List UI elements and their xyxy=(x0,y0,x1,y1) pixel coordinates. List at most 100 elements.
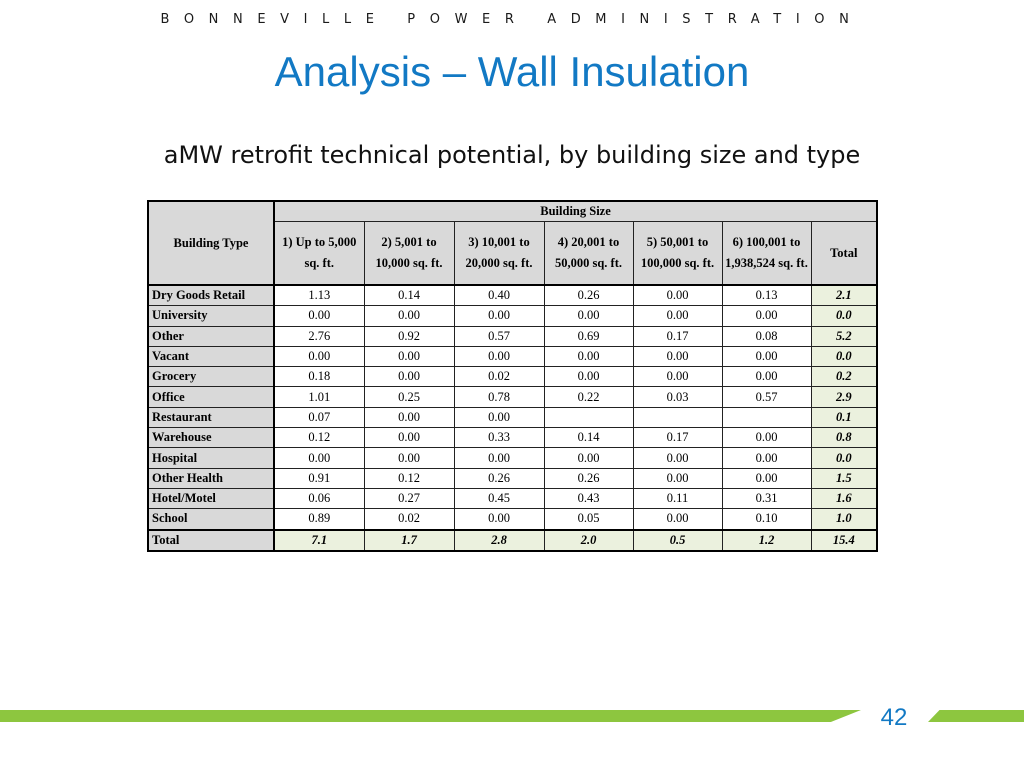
building-type-cell: Hospital xyxy=(147,447,275,469)
value-cell: 0.14 xyxy=(543,427,634,449)
value-cell: 0.00 xyxy=(721,467,812,489)
value-cell: 0.57 xyxy=(453,325,545,347)
row-total-cell: 15.4 xyxy=(810,528,878,552)
table-row: Other 2.76 0.92 0.57 0.69 0.17 0.08 5.2 xyxy=(147,325,878,347)
building-type-cell: Other xyxy=(147,325,275,347)
value-cell: 0.89 xyxy=(273,508,365,531)
value-cell: 0.33 xyxy=(453,427,545,449)
row-total-cell: 0.0 xyxy=(810,305,878,327)
column-header: 6) 100,001 to 1,938,524 sq. ft. xyxy=(721,221,812,286)
table-body: Dry Goods Retail 1.13 0.14 0.40 0.26 0.00 0.13… xyxy=(147,284,878,552)
column-header: 3) 10,001 to 20,000 sq. ft. xyxy=(453,221,545,286)
value-cell: 0.02 xyxy=(363,508,455,531)
value-cell: 0.00 xyxy=(632,305,723,327)
value-cell xyxy=(632,406,723,429)
slide-subtitle: aMW retrofit technical potential, by bui… xyxy=(163,141,861,169)
value-cell: 0.26 xyxy=(543,284,634,307)
value-cell: 0.26 xyxy=(543,467,634,489)
value-cell: 0.00 xyxy=(543,345,634,368)
table-row: Dry Goods Retail 1.13 0.14 0.40 0.26 0.00 0.13… xyxy=(147,284,878,307)
row-total-cell: 2.9 xyxy=(810,386,878,408)
table-row: Other Health 0.91 0.12 0.26 0.26 0.00 0.00 1.5 xyxy=(147,467,878,489)
value-cell: 0.00 xyxy=(721,366,812,388)
building-type-cell: Warehouse xyxy=(147,427,275,449)
value-cell: 0.02 xyxy=(453,366,545,388)
value-cell: 0.00 xyxy=(453,508,545,531)
value-cell: 0.00 xyxy=(543,366,634,388)
value-cell: 2.0 xyxy=(543,528,634,552)
value-cell: 0.12 xyxy=(363,467,455,489)
building-type-cell: School xyxy=(147,508,275,531)
row-total-cell: 1.6 xyxy=(810,487,878,510)
row-total-cell: 0.1 xyxy=(810,406,878,429)
total-row: Total 7.1 1.7 2.8 2.0 0.5 1.2 15.4 xyxy=(147,528,878,552)
value-cell xyxy=(543,406,634,429)
value-cell: 0.00 xyxy=(273,305,365,327)
value-cell: 0.25 xyxy=(363,386,455,408)
accent-bar-left xyxy=(0,710,861,722)
building-size-header: Building Size xyxy=(273,200,878,222)
table-row: Vacant 0.00 0.00 0.00 0.00 0.00 0.00 0.0 xyxy=(147,345,878,368)
table-row: Hotel/Motel 0.06 0.27 0.45 0.43 0.11 0.31 1.6 xyxy=(147,487,878,510)
value-cell: 0.26 xyxy=(453,467,545,489)
value-cell: 0.31 xyxy=(721,487,812,510)
value-cell: 0.12 xyxy=(273,427,365,449)
value-cell: 0.45 xyxy=(453,487,545,510)
value-cell: 0.00 xyxy=(543,447,634,469)
table-row: Restaurant 0.07 0.00 0.00 0.1 xyxy=(147,406,878,429)
value-cell: 0.22 xyxy=(543,386,634,408)
accent-bar-right xyxy=(928,710,1024,722)
value-cell: 0.00 xyxy=(543,305,634,327)
value-cell xyxy=(721,406,812,429)
value-cell: 0.00 xyxy=(363,305,455,327)
value-cell: 0.05 xyxy=(543,508,634,531)
org-name: BONNEVILLE POWER ADMINISTRATION xyxy=(160,12,864,27)
value-cell: 0.00 xyxy=(273,345,365,368)
column-header: Total xyxy=(810,221,878,286)
value-cell: 0.00 xyxy=(453,305,545,327)
value-cell: 2.76 xyxy=(273,325,365,347)
building-type-cell: Grocery xyxy=(147,366,275,388)
row-total-cell: 5.2 xyxy=(810,325,878,347)
value-cell: 0.00 xyxy=(632,508,723,531)
building-type-cell: University xyxy=(147,305,275,327)
value-cell: 0.08 xyxy=(721,325,812,347)
value-cell: 0.91 xyxy=(273,467,365,489)
row-total-cell: 0.0 xyxy=(810,447,878,469)
value-cell: 0.06 xyxy=(273,487,365,510)
value-cell: 0.00 xyxy=(721,447,812,469)
column-header-row: 1) Up to 5,000 sq. ft. 2) 5,001 to 10,000… xyxy=(148,221,878,286)
building-type-cell: Other Health xyxy=(147,467,275,489)
value-cell: 0.14 xyxy=(363,284,455,307)
value-cell: 0.03 xyxy=(632,386,723,408)
value-cell: 0.5 xyxy=(632,528,723,552)
column-header: 4) 20,001 to 50,000 sq. ft. xyxy=(543,221,634,286)
row-total-cell: 0.8 xyxy=(810,427,878,449)
table-row: Office 1.01 0.25 0.78 0.22 0.03 0.57 2.9 xyxy=(147,386,878,408)
row-total-cell: 1.5 xyxy=(810,467,878,489)
insulation-potential-table: Building Type Building Size 1) Up to 5,0… xyxy=(147,200,879,552)
page-number: 42 xyxy=(880,704,908,731)
value-cell: 0.27 xyxy=(363,487,455,510)
value-cell: 0.17 xyxy=(632,325,723,347)
value-cell: 0.11 xyxy=(632,487,723,510)
row-total-cell: 0.2 xyxy=(810,366,878,388)
slide-title: Analysis – Wall Insulation xyxy=(274,48,750,95)
table-row: Hospital 0.00 0.00 0.00 0.00 0.00 0.00 0.0 xyxy=(147,447,878,469)
table-row: University 0.00 0.00 0.00 0.00 0.00 0.00 0.0 xyxy=(147,305,878,327)
column-header: 2) 5,001 to 10,000 sq. ft. xyxy=(363,221,455,286)
row-total-cell: 1.0 xyxy=(810,508,878,531)
value-cell: 0.00 xyxy=(721,305,812,327)
value-cell: 0.92 xyxy=(363,325,455,347)
column-header: 5) 50,001 to 100,000 sq. ft. xyxy=(632,221,723,286)
value-cell: 2.8 xyxy=(453,528,545,552)
value-cell: 0.00 xyxy=(363,366,455,388)
value-cell: 0.43 xyxy=(543,487,634,510)
value-cell: 1.7 xyxy=(363,528,455,552)
value-cell: 0.00 xyxy=(453,345,545,368)
value-cell: 0.00 xyxy=(363,427,455,449)
value-cell: 0.00 xyxy=(363,406,455,429)
value-cell: 7.1 xyxy=(273,528,365,552)
value-cell: 0.00 xyxy=(632,345,723,368)
value-cell: 0.00 xyxy=(363,447,455,469)
